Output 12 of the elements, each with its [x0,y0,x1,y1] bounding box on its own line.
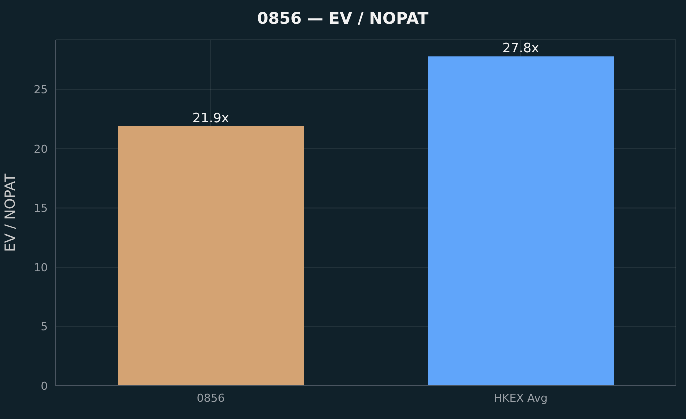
y-tick-label: 20 [34,142,48,156]
y-tick-label: 10 [34,261,48,274]
x-tick-label: 0856 [197,392,225,405]
y-tick-label: 5 [41,320,48,334]
y-tick-label: 25 [34,84,48,97]
data-label: 27.8x [502,42,540,57]
data-label: 21.9x [192,112,230,126]
y-tick-label: 0 [41,380,48,393]
chart-title: 0856 — EV / NOPAT [256,9,430,28]
x-tick-label: HKEX Avg [494,392,548,405]
y-axis-title: EV / NOPAT [2,173,19,252]
y-tick-label: 15 [34,202,48,216]
